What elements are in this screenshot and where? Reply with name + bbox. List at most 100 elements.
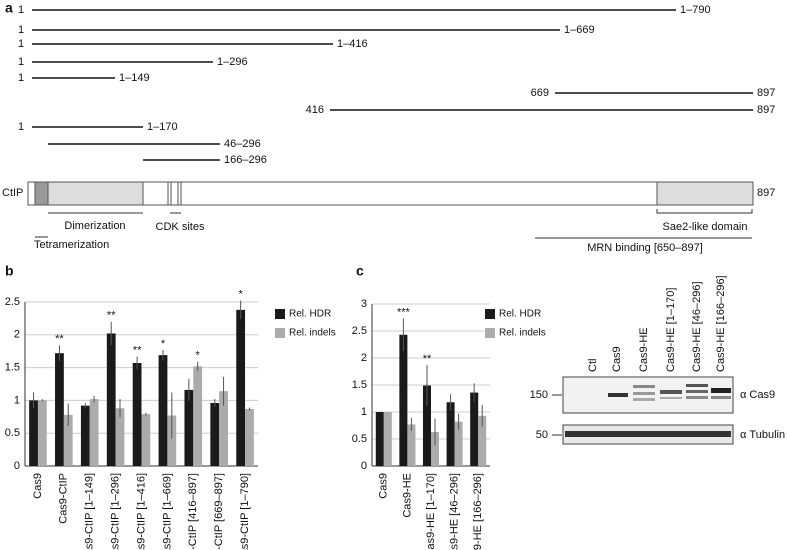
x-tick-label: Cas9-CtIP [1–669]	[161, 473, 173, 550]
significance: ***	[397, 306, 411, 318]
y-tick-label: 1	[14, 394, 20, 406]
domain-label: CDK sites	[156, 221, 205, 233]
construct-end: 1–170	[147, 121, 178, 133]
legend-label: Rel. HDR	[499, 309, 541, 320]
bar	[407, 424, 416, 466]
bar	[454, 421, 463, 466]
construct-start: 1	[18, 24, 24, 36]
x-tick-label: Cas9-CtIP [1–416]	[135, 473, 147, 550]
construct-start: 416	[306, 104, 324, 116]
construct-start: 1	[18, 72, 24, 84]
construct-end: 166–296	[224, 154, 267, 166]
bar	[115, 408, 125, 466]
x-tick-label: Cas9	[378, 473, 390, 499]
significance: **	[133, 344, 142, 356]
legend-swatch	[275, 309, 285, 319]
y-tick-label: 0	[361, 460, 367, 472]
y-tick-label: 1	[361, 406, 367, 418]
construct-end: 1–416	[337, 38, 368, 50]
construct-start: 1	[18, 38, 24, 50]
significance: **	[55, 333, 64, 345]
y-tick-label: 0	[14, 460, 20, 472]
y-tick-label: 2	[14, 329, 20, 341]
bar	[422, 385, 431, 466]
bar	[446, 402, 455, 466]
marker-label: 150	[530, 389, 548, 401]
bar	[158, 355, 168, 466]
bar	[245, 408, 254, 466]
bar	[478, 415, 487, 466]
bar	[219, 391, 228, 466]
x-tick-label: Cas9-CtIP [1–790]	[239, 473, 251, 550]
construct-start: 1	[18, 56, 24, 68]
lane-label: Cas9-HE [166–296]	[715, 275, 727, 372]
bar	[184, 389, 194, 466]
marker-label: 50	[536, 429, 548, 441]
x-tick-label: Cas9-CtIP [1–149]	[84, 473, 96, 550]
construct-end: 46–296	[224, 138, 261, 150]
significance: **	[423, 353, 432, 365]
antibody-label: α Tubulin	[740, 429, 785, 441]
construct-start: 1	[18, 4, 24, 16]
x-tick-label: Cas9-HE	[401, 473, 413, 518]
bar	[106, 333, 116, 466]
protein-label: CtIP	[2, 187, 23, 199]
panel-label: a	[5, 0, 13, 16]
panel-label: b	[5, 263, 14, 279]
significance: *	[161, 338, 166, 350]
bar	[383, 412, 392, 466]
significance: **	[107, 310, 116, 322]
antibody-label: α Cas9	[740, 389, 775, 401]
y-tick-label: 0.5	[352, 433, 367, 445]
domain-label: Dimerization	[64, 220, 125, 232]
lane-label: Cas9	[611, 346, 623, 372]
bar	[167, 415, 177, 466]
bar	[431, 431, 440, 466]
bar	[29, 400, 38, 466]
protein-end: 897	[757, 187, 775, 199]
legend-swatch	[275, 328, 285, 338]
bar	[141, 414, 151, 466]
bar	[375, 412, 384, 466]
bar	[132, 363, 142, 466]
y-tick-label: 0.5	[5, 427, 20, 439]
x-tick-label: Cas9-HE [1–170]	[425, 473, 437, 550]
bar	[210, 403, 220, 466]
bar	[80, 405, 90, 466]
x-tick-label: Cas9-CtIP [1–296]	[110, 473, 122, 550]
construct-end: 897	[757, 87, 775, 99]
x-tick-label: Cas9-CtIP [416–897]	[187, 473, 199, 550]
bar	[470, 392, 479, 466]
bar	[89, 399, 99, 466]
x-tick-label: Cas9-HE [166–296]	[472, 473, 484, 550]
domain-label: Sae2-like domain	[663, 221, 748, 233]
legend-label: Rel. indels	[289, 328, 336, 339]
y-tick-label: 1.5	[5, 362, 20, 374]
y-tick-label: 2	[361, 352, 367, 364]
lane-label: Cas9-HE [1–170]	[665, 288, 677, 372]
x-tick-label: Cas9-HE [46–296]	[449, 473, 461, 550]
construct-start: 669	[531, 87, 549, 99]
bar	[63, 414, 73, 466]
protein-schematic	[27, 181, 754, 239]
x-tick-label: Cas9-CtIP	[58, 473, 70, 524]
lane-label: Cas9-HE	[638, 327, 650, 372]
legend-label: Rel. HDR	[289, 309, 331, 320]
y-tick-label: 3	[361, 298, 367, 310]
construct-end: 1–790	[680, 4, 711, 16]
bar	[37, 400, 47, 466]
domain-label: Tetramerization	[34, 239, 109, 251]
bar	[193, 366, 203, 466]
domain-label: MRN binding [650–897]	[587, 242, 703, 254]
bar	[55, 353, 64, 466]
lane-label: Ctl	[587, 359, 599, 372]
significance: *	[196, 350, 201, 362]
panel-label: c	[356, 263, 364, 279]
x-tick-label: Cas9-CtIP [669–897]	[213, 473, 225, 550]
y-tick-label: 1.5	[352, 379, 367, 391]
construct-start: 1	[18, 121, 24, 133]
y-tick-label: 2.5	[352, 325, 367, 337]
blot-image	[562, 376, 734, 445]
